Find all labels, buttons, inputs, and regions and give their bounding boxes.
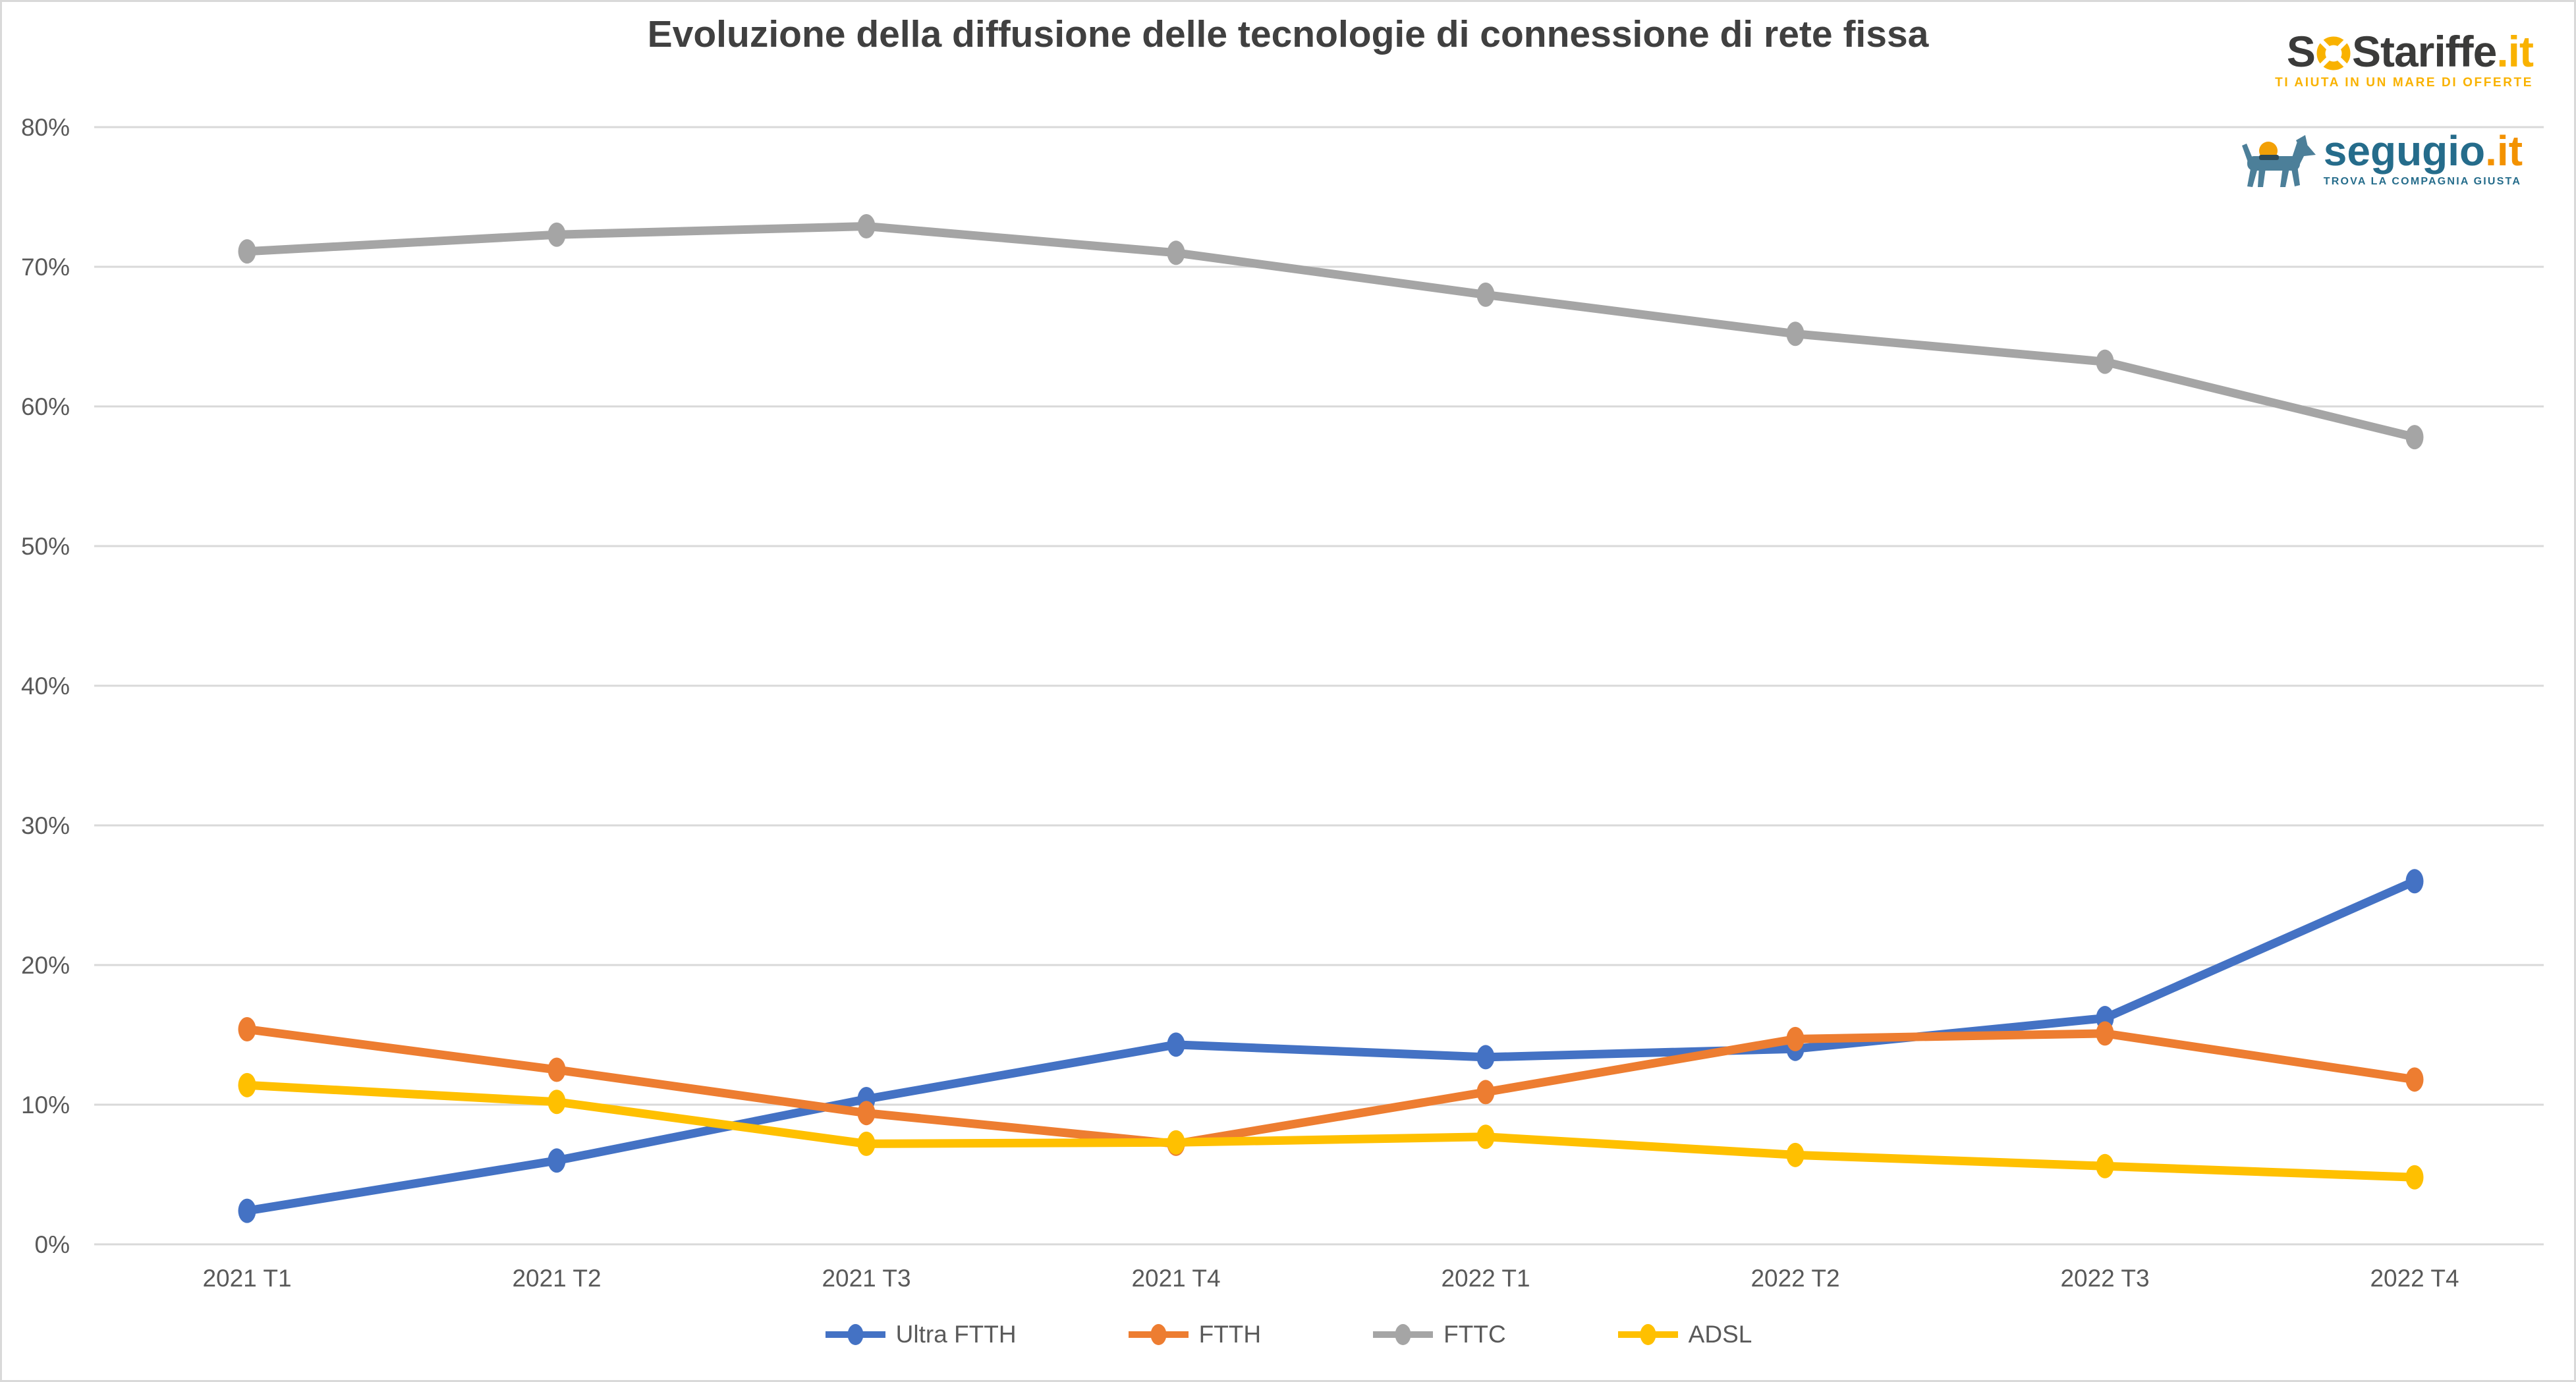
data-point-ftth-5 (1786, 1026, 1805, 1051)
x-tick-label: 2022 T1 (1441, 1265, 1530, 1292)
data-point-ftth-1 (547, 1057, 566, 1082)
sostariffe-text-s1: S (2286, 27, 2316, 76)
sostariffe-tagline: TI AIUTA IN UN MARE DI OFFERTE (2275, 76, 2533, 90)
y-tick-label: 70% (21, 254, 70, 281)
data-point-adsl-3 (1167, 1130, 1185, 1155)
sostariffe-text-tld: .it (2496, 27, 2534, 76)
x-tick-label: 2022 T4 (2370, 1265, 2459, 1292)
sostariffe-wordmark: S S tariffe .it (2275, 27, 2534, 76)
x-tick-label: 2022 T3 (2060, 1265, 2149, 1292)
y-tick-label: 30% (21, 812, 70, 839)
x-tick-label: 2021 T3 (822, 1265, 910, 1292)
segugio-logo: segugio .it TROVA LA COMPAGNIA GIUSTA (2239, 126, 2523, 192)
legend-label-ultra-ftth: Ultra FTTH (895, 1321, 1017, 1348)
life-ring-icon (2316, 36, 2351, 70)
chart-legend: Ultra FTTH FTTH FTTC ADSL (2, 1321, 2574, 1348)
sostariffe-text-s2: S (2351, 27, 2381, 76)
legend-item-ultra-ftth: Ultra FTTH (824, 1321, 1017, 1348)
y-tick-label: 0% (35, 1231, 70, 1258)
data-point-adsl-4 (1476, 1124, 1495, 1149)
data-point-fttc-3 (1167, 240, 1185, 265)
x-tick-label: 2021 T4 (1131, 1265, 1220, 1292)
sostariffe-text-name: tariffe (2380, 27, 2497, 76)
data-point-fttc-5 (1786, 321, 1805, 346)
x-tick-label: 2022 T2 (1750, 1265, 1839, 1292)
segugio-text-tld: .it (2485, 127, 2523, 175)
series-line-ftth (242, 1025, 2419, 1148)
data-point-ftth-6 (2096, 1021, 2114, 1046)
legend-label-fttc: FTTC (1443, 1321, 1506, 1348)
legend-label-ftth: FTTH (1198, 1321, 1262, 1348)
series-line-ultra-ftth (242, 877, 2419, 1215)
data-point-adsl-7 (2405, 1165, 2424, 1190)
data-point-adsl-5 (1786, 1142, 1805, 1167)
y-tick-label: 10% (21, 1092, 70, 1119)
y-tick-label: 80% (21, 114, 70, 141)
data-point-adsl-1 (547, 1090, 566, 1115)
chart-title: Evoluzione della diffusione delle tecnol… (647, 13, 1929, 55)
data-point-ultra-ftth-0 (238, 1198, 256, 1223)
data-point-fttc-6 (2096, 349, 2114, 374)
x-tick-label: 2021 T1 (202, 1265, 291, 1292)
data-point-ftth-4 (1476, 1080, 1495, 1105)
legend-marker-ultra-ftth (825, 1324, 885, 1345)
data-point-ultra-ftth-1 (547, 1148, 566, 1173)
y-tick-label: 50% (21, 533, 70, 560)
segugio-wordmark: segugio .it (2324, 130, 2523, 172)
y-tick-label: 40% (21, 673, 70, 700)
data-point-adsl-2 (857, 1131, 876, 1156)
segugio-text-name: segugio (2323, 127, 2486, 175)
data-point-ftth-7 (2405, 1067, 2424, 1092)
data-point-fttc-0 (238, 239, 256, 264)
sostariffe-logo: S S tariffe .it TI AIUTA IN UN MARE DI O… (2275, 27, 2534, 90)
legend-item-fttc: FTTC (1372, 1321, 1506, 1348)
data-point-adsl-0 (238, 1072, 256, 1097)
data-point-fttc-7 (2405, 425, 2424, 450)
data-point-ultra-ftth-4 (1476, 1045, 1495, 1070)
data-point-adsl-6 (2096, 1153, 2114, 1178)
dog-icon (2241, 135, 2316, 187)
y-tick-label: 60% (21, 393, 70, 420)
data-point-ftth-2 (857, 1101, 876, 1126)
legend-marker-adsl (1617, 1324, 1678, 1345)
data-point-fttc-4 (1476, 282, 1495, 307)
data-point-ultra-ftth-3 (1167, 1032, 1185, 1057)
legend-label-adsl: ADSL (1688, 1321, 1752, 1348)
data-point-fttc-1 (547, 222, 566, 247)
data-point-ultra-ftth-7 (2405, 869, 2424, 894)
legend-item-ftth: FTTH (1127, 1321, 1262, 1348)
data-point-ftth-0 (238, 1017, 256, 1042)
x-tick-label: 2021 T2 (512, 1265, 601, 1292)
segugio-tagline: TROVA LA COMPAGNIA GIUSTA (2323, 176, 2522, 187)
series-line-adsl (242, 1080, 2419, 1182)
y-tick-label: 20% (21, 952, 70, 979)
legend-item-adsl: ADSL (1617, 1321, 1752, 1348)
legend-marker-fttc (1373, 1324, 1434, 1345)
data-point-fttc-2 (857, 214, 876, 239)
series-line-fttc (242, 222, 2419, 442)
legend-marker-ftth (1128, 1324, 1189, 1345)
